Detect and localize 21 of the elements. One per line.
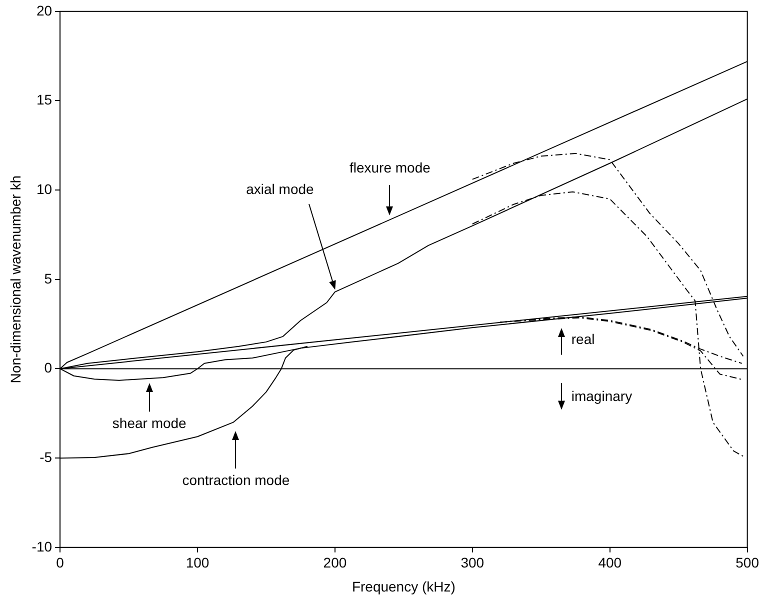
x-tick-label: 400 <box>598 554 622 571</box>
y-tick-label: -10 <box>32 538 52 554</box>
x-tick-label: 500 <box>736 554 760 571</box>
annotation: axial mode <box>246 180 314 197</box>
annotation: imaginary <box>571 388 632 404</box>
y-tick-label: 10 <box>36 180 52 197</box>
y-tick-label: 0 <box>44 360 52 376</box>
x-tick-label: 200 <box>323 554 347 571</box>
y-axis-title: Non-dimensional wavenumber kh <box>7 176 24 384</box>
x-tick-label: 100 <box>186 554 210 571</box>
annotation: shear mode <box>112 414 187 431</box>
y-tick-label: 20 <box>36 2 52 18</box>
y-tick-label: 5 <box>44 270 52 286</box>
x-axis-title: Frequency (kHz) <box>352 578 456 594</box>
annotation: real <box>571 331 595 348</box>
x-tick-label: 300 <box>460 554 484 571</box>
y-tick-label: -5 <box>40 448 52 465</box>
x-tick-label: 0 <box>56 554 64 571</box>
y-tick-label: 15 <box>36 92 52 108</box>
annotation: contraction mode <box>182 472 290 488</box>
annotation: flexure mode <box>349 159 431 176</box>
